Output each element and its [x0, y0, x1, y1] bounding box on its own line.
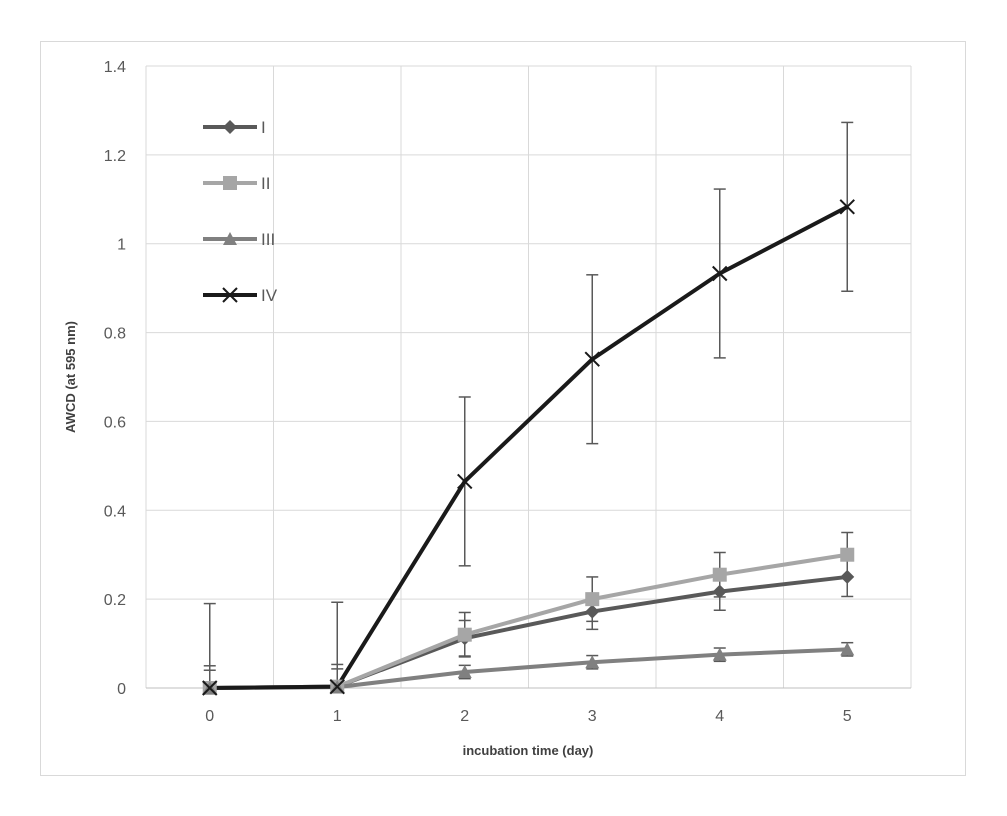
data-point-III — [457, 665, 472, 679]
data-markers — [202, 199, 855, 696]
y-tick-label: 0.6 — [104, 414, 126, 431]
y-tick-label: 0.8 — [104, 326, 126, 343]
grid-lines — [145, 65, 912, 688]
y-tick-label: 1 — [117, 237, 126, 254]
y-tick-label: 0.4 — [104, 503, 126, 520]
data-point-IV — [584, 351, 600, 367]
data-point-I — [712, 584, 727, 599]
y-tick-label: 0.2 — [104, 592, 126, 609]
x-marker-stroke — [222, 287, 238, 303]
series-lines — [209, 205, 849, 690]
legend-marker — [223, 120, 237, 134]
x-axis-title: incubation time (day) — [463, 743, 594, 758]
data-point-IV — [202, 680, 218, 696]
x-tick-label: 3 — [588, 708, 597, 725]
x-marker-stroke — [712, 265, 728, 282]
x-marker-stroke — [457, 473, 473, 490]
data-point-II — [585, 592, 600, 607]
data-point-III — [840, 642, 855, 656]
x-marker-stroke — [584, 351, 600, 367]
legend-marker — [222, 287, 238, 303]
x-tick-label: 1 — [333, 708, 342, 725]
x-marker-stroke — [329, 678, 345, 695]
legend-marker — [223, 176, 237, 190]
x-marker-stroke — [839, 199, 855, 215]
data-point-III — [712, 647, 727, 661]
x-tick-label: 2 — [460, 708, 469, 725]
data-point-IV — [457, 473, 473, 490]
data-point-IV — [712, 265, 728, 282]
x-tick-label: 4 — [715, 708, 724, 725]
data-point-II — [457, 627, 472, 642]
y-tick-label: 1.2 — [104, 148, 126, 165]
y-axis-title: AWCD (at 595 nm) — [63, 321, 78, 433]
y-tick-label: 0 — [117, 681, 126, 698]
legend-label: III — [261, 230, 275, 249]
data-point-III — [585, 655, 600, 669]
chart-frame: 0 0.2 0.4 0.6 0.8 1 1.2 1.4 0 1 2 3 4 5 I II III IV incu… — [40, 41, 966, 776]
legend-label: IV — [261, 286, 278, 305]
data-point-I — [585, 604, 600, 619]
data-point-II — [840, 547, 855, 562]
y-tick-label: 1.4 — [104, 59, 126, 76]
data-point-IV — [329, 678, 345, 695]
data-point-IV — [839, 199, 855, 215]
x-marker-stroke — [202, 680, 218, 696]
series-line-IV — [209, 205, 849, 690]
data-point-II — [712, 567, 727, 582]
legend-label: I — [261, 118, 266, 137]
x-tick-label: 5 — [843, 708, 852, 725]
legend-marker — [223, 232, 237, 245]
x-tick-label: 0 — [205, 708, 214, 725]
axes: 0 0.2 0.4 0.6 0.8 1 1.2 1.4 0 1 2 3 4 5 — [104, 59, 911, 725]
legend-label: II — [261, 174, 270, 193]
data-point-I — [840, 569, 855, 584]
